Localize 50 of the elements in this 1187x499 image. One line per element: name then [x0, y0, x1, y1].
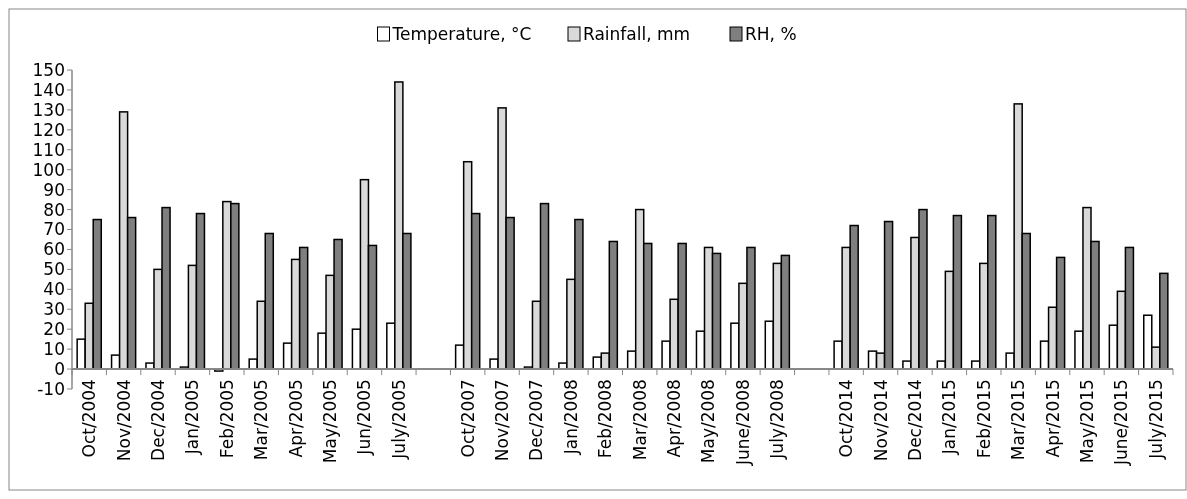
x-tick-label: Apr/2008: [664, 379, 685, 458]
x-tick-label: Oct/2014: [836, 379, 857, 458]
x-tick-label: July/2008: [767, 379, 788, 460]
x-tick-label: Jun/2005: [354, 379, 375, 456]
x-tick-label: Dec/2004: [147, 379, 168, 461]
x-tick-label: July/2005: [388, 379, 409, 460]
y-tick-label: 40: [43, 279, 65, 300]
legend-label: Rainfall, mm: [583, 23, 691, 44]
x-tick-label: Nov/2014: [870, 379, 891, 462]
x-tick-label: May/2015: [1076, 379, 1097, 464]
y-tick-label: 50: [43, 259, 65, 280]
x-tick-label: May/2005: [320, 379, 340, 464]
x-tick-label: Dec/2014: [904, 379, 925, 461]
x-tick-label: Oct/2007: [457, 379, 478, 458]
x-tick-label: Jan/2005: [182, 379, 203, 456]
x-tick-label: June/2015: [1111, 379, 1132, 467]
x-tick-label: May/2008: [698, 379, 719, 464]
x-tick-label: Nov/2004: [113, 379, 134, 462]
x-tick-label: Nov/2007: [492, 379, 513, 462]
y-tick-label: 120: [32, 119, 65, 140]
x-tick-label: Mar/2008: [629, 379, 650, 461]
y-tick-label: 80: [43, 199, 65, 220]
y-tick-label: 20: [43, 319, 65, 340]
y-tick-label: -10: [37, 378, 65, 399]
legend-label: Temperature, °C: [391, 23, 532, 44]
x-tick-label: Jan/2015: [939, 379, 960, 456]
y-tick-label: 70: [43, 219, 65, 240]
y-tick-label: 90: [43, 179, 65, 200]
y-tick-label: 30: [43, 299, 65, 320]
y-tick-label: 140: [32, 79, 65, 100]
y-tick-label: 100: [32, 159, 65, 180]
x-tick-label: Apr/2015: [1042, 379, 1063, 458]
y-tick-label: 60: [43, 239, 65, 260]
y-tick-label: 150: [32, 59, 65, 80]
x-tick-label: Feb/2008: [595, 379, 616, 459]
x-tick-label: Apr/2005: [285, 379, 306, 458]
x-tick-label: Mar/2005: [251, 379, 272, 461]
x-tick-label: Jan/2008: [560, 379, 581, 456]
x-tick-label: Dec/2007: [526, 379, 547, 461]
y-tick-label: 10: [43, 339, 65, 360]
x-tick-label: July/2015: [1145, 379, 1166, 460]
y-tick-label: 130: [32, 99, 65, 120]
x-tick-label: Mar/2015: [1008, 379, 1029, 461]
y-tick-label: 110: [32, 139, 65, 160]
x-tick-label: Feb/2015: [973, 379, 994, 459]
x-tick-label: Feb/2005: [216, 379, 237, 459]
y-tick-label: 0: [54, 359, 65, 380]
legend-label: RH, %: [745, 23, 797, 44]
x-tick-label: Oct/2004: [79, 379, 100, 458]
x-tick-label: June/2008: [732, 379, 753, 467]
